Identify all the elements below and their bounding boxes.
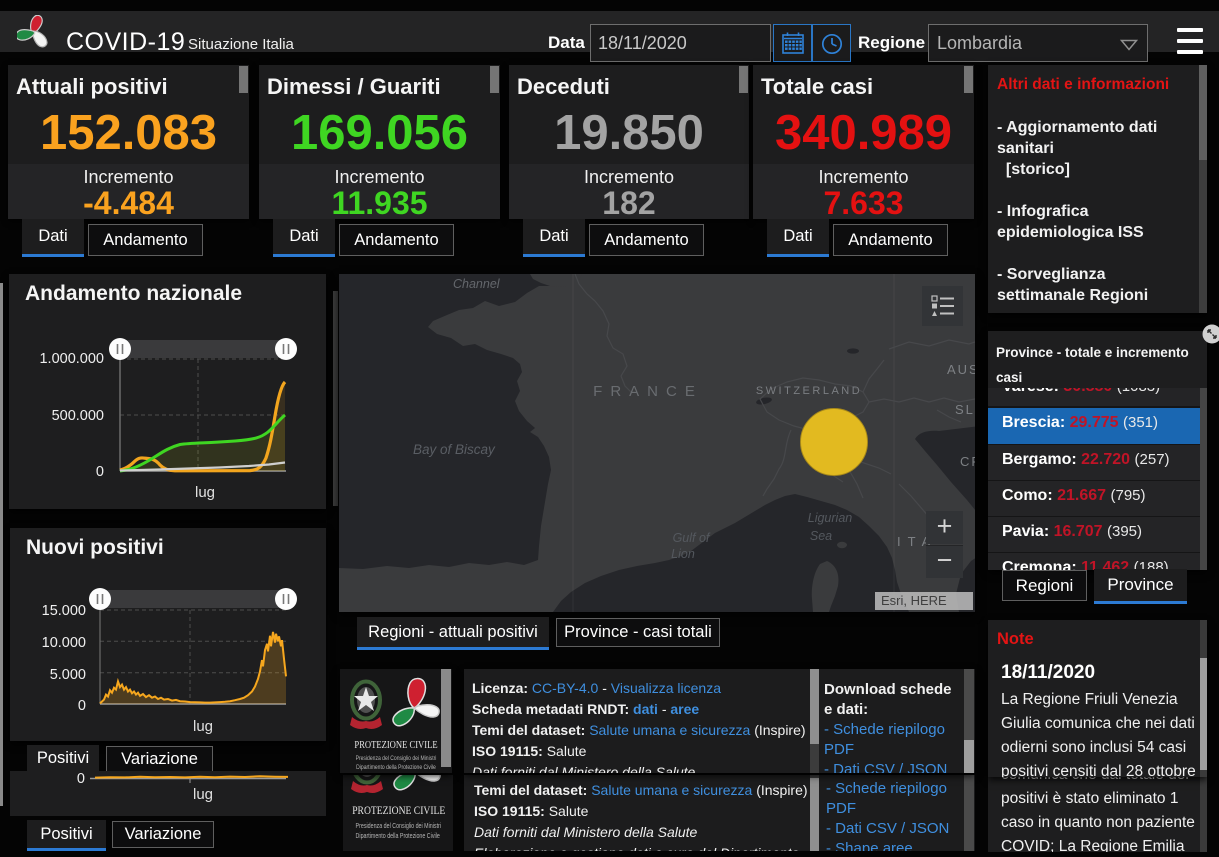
svg-text:AUS: AUS [947, 362, 975, 377]
svg-text:ITA: ITA [897, 534, 937, 549]
svg-text:15.000: 15.000 [42, 603, 86, 619]
svg-text:Bay of Biscay: Bay of Biscay [413, 442, 496, 457]
svg-text:SWITZERLAND: SWITZERLAND [756, 385, 862, 397]
svg-text:0: 0 [77, 771, 85, 787]
svg-text:Sea: Sea [810, 529, 832, 543]
svg-text:500.000: 500.000 [52, 408, 104, 424]
svg-text:lug: lug [195, 484, 215, 501]
svg-text:0: 0 [96, 464, 104, 480]
svg-text:Channel: Channel [453, 277, 501, 291]
svg-text:10.000: 10.000 [42, 635, 86, 651]
svg-text:Ligurian: Ligurian [808, 511, 853, 525]
svg-text:Gulf of: Gulf of [673, 531, 711, 545]
svg-text:FRANCE: FRANCE [593, 383, 703, 400]
svg-text:lug: lug [193, 718, 213, 735]
svg-text:0: 0 [78, 698, 86, 714]
svg-text:Lion: Lion [671, 547, 695, 561]
svg-text:SL: SL [955, 402, 975, 417]
svg-text:lug: lug [193, 786, 213, 803]
svg-text:1.000.000: 1.000.000 [39, 351, 104, 367]
svg-text:CR: CR [960, 454, 975, 469]
svg-text:5.000: 5.000 [50, 667, 86, 683]
